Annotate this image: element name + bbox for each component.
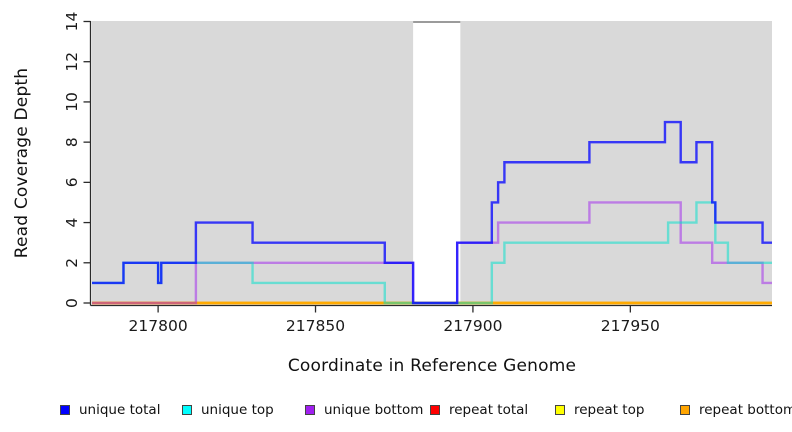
legend-item-unique-bottom: unique bottom xyxy=(305,399,423,421)
y-tick-label: 10 xyxy=(63,92,81,112)
y-tick-label: 14 xyxy=(63,12,81,32)
legend-item-repeat-top: repeat top xyxy=(555,399,644,421)
y-tick-label: 2 xyxy=(63,258,81,268)
legend-swatch-repeat-bottom xyxy=(680,405,690,415)
legend-item-repeat-total: repeat total xyxy=(430,399,528,421)
legend-item-label: unique total xyxy=(79,402,161,418)
legend-swatch-unique-bottom xyxy=(305,405,315,415)
series-line-unique-bottom xyxy=(92,201,772,305)
y-tick-label: 4 xyxy=(63,218,81,228)
legend-item-unique-total: unique total xyxy=(60,399,160,421)
legend-item-label: repeat total xyxy=(449,402,529,418)
y-tick-label: 12 xyxy=(63,52,81,72)
legend-swatch-unique-total xyxy=(60,405,70,415)
x-tick-label: 217900 xyxy=(443,317,502,335)
legend-item-label: repeat top xyxy=(574,402,645,418)
legend-item-label: unique bottom xyxy=(324,402,424,418)
legend-swatch-repeat-total xyxy=(430,405,440,415)
coverage-gap xyxy=(413,21,461,305)
y-tick-label: 0 xyxy=(63,298,81,308)
y-tick-label: 8 xyxy=(63,137,81,147)
x-tick-label: 217800 xyxy=(129,317,188,335)
y-tick-label: 6 xyxy=(63,177,81,187)
legend-item-repeat-bottom: repeat bottom xyxy=(680,399,792,421)
series-line-unique-total xyxy=(92,120,772,305)
y-axis-title: Read Coverage Depth xyxy=(12,67,32,259)
legend-item-label: unique top xyxy=(201,402,274,418)
x-tick-label: 217950 xyxy=(601,317,660,335)
legend-item-label: repeat bottom xyxy=(699,402,792,418)
x-axis-title: Coordinate in Reference Genome xyxy=(287,356,577,376)
legend-swatch-unique-top xyxy=(182,405,192,415)
x-tick-label: 217850 xyxy=(286,317,345,335)
legend-swatch-repeat-top xyxy=(555,405,565,415)
legend: unique total unique top unique bottom repea… xyxy=(0,399,792,425)
legend-item-unique-top: unique top xyxy=(182,399,274,421)
